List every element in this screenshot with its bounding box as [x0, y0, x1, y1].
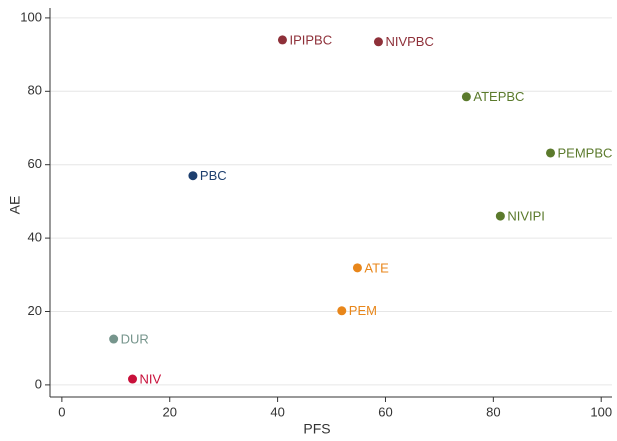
point-label: NIVPBC	[385, 34, 433, 49]
point-label: DUR	[121, 331, 149, 346]
point	[188, 171, 198, 181]
x-tick-label: 100	[590, 404, 612, 419]
point	[495, 211, 505, 221]
point-label: IPIPBC	[289, 32, 332, 47]
point-label: PBC	[200, 168, 227, 183]
point-label: NIVIPI	[507, 209, 545, 224]
point-label: NIV	[140, 371, 162, 386]
x-axis-title: PFS	[303, 421, 330, 437]
point	[337, 306, 347, 316]
point-label: ATEPBC	[473, 89, 524, 104]
y-tick-label: 60	[28, 156, 42, 171]
y-tick-label: 20	[28, 303, 42, 318]
y-tick-label: 80	[28, 83, 42, 98]
point	[352, 263, 362, 273]
x-tick-label: 80	[486, 404, 500, 419]
point	[128, 374, 138, 384]
y-tick-label: 100	[20, 9, 42, 24]
x-tick-label: 0	[58, 404, 65, 419]
x-tick-label: 20	[163, 404, 177, 419]
point-label: PEMPBC	[558, 145, 613, 160]
y-axis-title: AE	[7, 196, 23, 215]
y-tick-label: 40	[28, 230, 42, 245]
point	[109, 334, 119, 344]
point-label: PEM	[349, 303, 377, 318]
point	[373, 37, 383, 47]
y-tick-label: 0	[35, 376, 42, 391]
x-tick-label: 60	[378, 404, 392, 419]
point	[461, 92, 471, 102]
x-tick-label: 40	[270, 404, 284, 419]
point-label: ATE	[364, 260, 389, 275]
point	[546, 148, 556, 158]
point	[277, 35, 287, 45]
